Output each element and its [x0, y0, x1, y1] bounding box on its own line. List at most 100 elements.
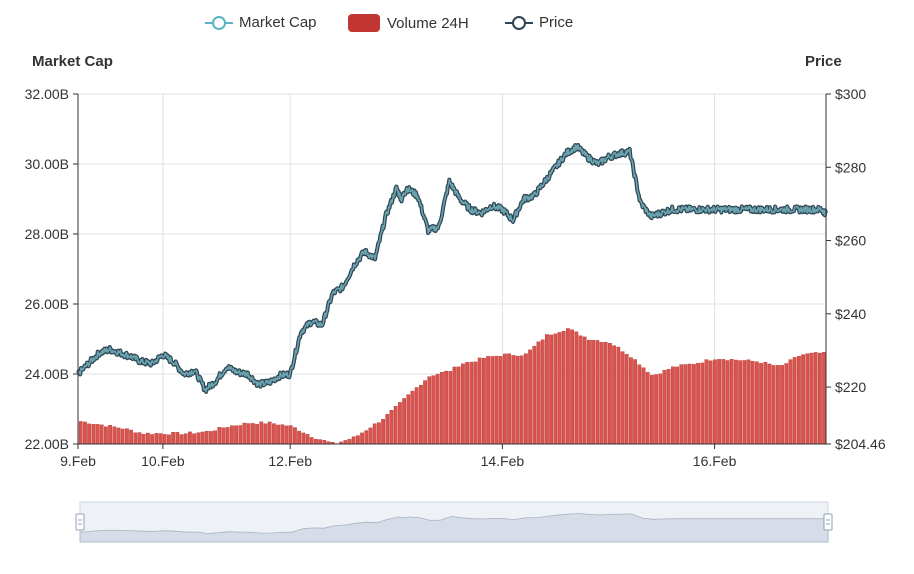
volume-bar	[322, 439, 327, 445]
volume-bar	[351, 436, 356, 445]
volume-bar	[620, 351, 625, 445]
volume-bar	[91, 424, 96, 445]
slider-handle[interactable]	[823, 513, 833, 531]
volume-bar	[633, 359, 638, 445]
volume-bar	[809, 352, 814, 445]
legend-item-market-cap[interactable]: Market Cap	[205, 14, 317, 31]
volume-bar	[713, 359, 717, 445]
data-zoom-slider[interactable]	[75, 501, 833, 543]
volume-bar	[440, 372, 444, 445]
volume-bar	[314, 438, 318, 445]
volume-bar	[229, 425, 234, 445]
volume-bar	[599, 342, 604, 445]
volume-bar	[288, 425, 293, 445]
volume-bar	[654, 374, 659, 445]
volume-bar	[423, 380, 427, 445]
volume-bar	[788, 359, 793, 445]
volume-bar	[528, 349, 533, 445]
volume-bar	[309, 437, 314, 445]
volume-bar	[704, 359, 709, 445]
x-tick-label: 12.Feb	[268, 453, 312, 469]
price-line	[76, 143, 828, 394]
volume-bar	[293, 427, 297, 445]
volume-bar	[120, 428, 125, 445]
volume-bar	[801, 354, 806, 445]
volume-bar	[755, 361, 759, 445]
volume-bar	[381, 419, 385, 445]
right-tick-label: $240	[835, 306, 866, 322]
volume-bar	[578, 335, 583, 445]
legend-item-volume[interactable]: Volume 24H	[348, 14, 469, 32]
volume-bar	[784, 363, 789, 445]
volume-bar	[284, 425, 289, 445]
volume-bar	[137, 432, 142, 445]
volume-bar	[612, 345, 617, 445]
volume-bar	[503, 353, 507, 445]
volume-bar	[452, 366, 457, 445]
volume-bar	[238, 425, 243, 445]
volume-bar	[208, 431, 213, 445]
volume-bar	[225, 427, 230, 445]
volume-bar	[595, 340, 600, 445]
volume-bar	[608, 343, 612, 445]
volume-bar	[540, 339, 545, 445]
volume-bar	[171, 432, 175, 445]
volume-bar	[385, 413, 390, 445]
right-tick-label: $204.46	[835, 436, 886, 452]
volume-bar	[175, 431, 180, 445]
volume-bar	[666, 369, 671, 445]
volume-bar	[435, 373, 440, 445]
volume-bar	[696, 362, 701, 445]
volume-bar	[771, 365, 776, 445]
volume-bar	[482, 358, 486, 445]
volume-bar	[150, 434, 154, 445]
volume-bar	[679, 364, 684, 445]
legend-rect-icon	[348, 14, 380, 32]
volume-bar	[187, 431, 192, 445]
volume-bar	[683, 364, 688, 445]
volume-bar	[587, 340, 591, 445]
volume-bar	[742, 360, 747, 445]
volume-bar	[574, 331, 579, 445]
volume-bar	[763, 362, 768, 445]
volume-bar	[532, 345, 537, 445]
volume-bar	[692, 364, 696, 445]
legend-item-price[interactable]: Price	[505, 14, 573, 31]
volume-bar	[490, 356, 495, 445]
volume-bar	[780, 365, 785, 445]
volume-bar	[272, 423, 276, 445]
right-axis-title: Price	[805, 53, 842, 70]
volume-bar	[645, 372, 650, 445]
volume-bar	[263, 423, 268, 445]
legend-line-icon	[505, 15, 533, 30]
volume-bar	[213, 430, 217, 445]
volume-bar	[519, 355, 524, 445]
volume-bar	[738, 360, 743, 445]
left-axis-title: Market Cap	[32, 53, 113, 70]
volume-bar	[162, 434, 167, 445]
left-tick-label: 26.00B	[25, 296, 69, 312]
volume-bar	[465, 362, 469, 445]
volume-bar	[200, 431, 205, 445]
volume-bar	[402, 398, 406, 445]
volume-bar	[818, 352, 822, 445]
volume-bar	[671, 366, 675, 445]
legend-line-icon	[205, 15, 233, 30]
volume-bar	[301, 432, 306, 445]
volume-bar	[448, 371, 453, 445]
volume-bar	[444, 370, 448, 445]
volume-bar	[297, 430, 301, 445]
slider-handle[interactable]	[75, 513, 85, 531]
volume-bar	[116, 427, 121, 445]
volume-bar	[259, 421, 264, 445]
slider-preview-area	[79, 513, 829, 543]
legend: Market Cap Volume 24H Price	[0, 14, 914, 38]
volume-bar	[797, 356, 801, 445]
volume-bar	[805, 353, 810, 445]
volume-bar	[87, 423, 92, 445]
volume-bar	[700, 362, 705, 445]
volume-bar	[658, 373, 663, 445]
volume-bar	[318, 439, 322, 445]
volume-bar	[477, 357, 482, 445]
